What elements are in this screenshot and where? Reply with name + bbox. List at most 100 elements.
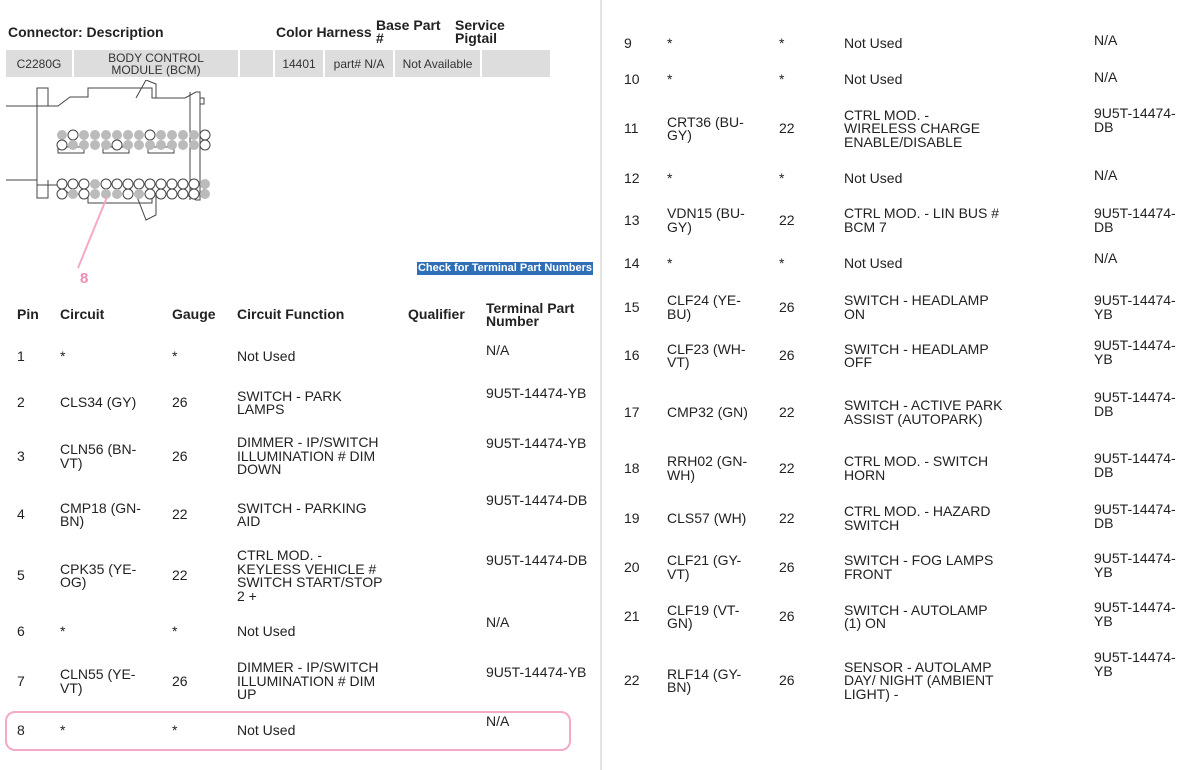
cell-qualifier [408,545,486,607]
table-row: 1 * * Not Used N/A [17,335,597,378]
table-row: 15 CLF24 (YE-BU) 26 SWITCH - HEADLAMP ON 9U5… [624,285,1194,330]
table-row: 4 CMP18 (GN-BN) 22 SWITCH - PARKING AID 9U5T… [17,485,597,545]
cell-qualifier [408,428,486,485]
connector-pin [166,178,178,190]
cell-circuit: * [667,170,673,187]
cell-circuit: * [60,347,66,364]
connector-pin [144,188,156,200]
connector-pin [111,139,123,151]
connector-pin [100,178,112,190]
cell-gauge: * [779,170,785,187]
cell-terminal: 9U5T-14474-DB [1094,105,1176,135]
table-row: 11 CRT36 (BU-GY) 22 CTRL MOD. - WIRELESS CH… [624,98,1194,160]
connector-pin [57,130,67,140]
connector-pin [156,130,166,140]
cell-qualifier [408,607,486,657]
cell-pin: 14 [624,255,640,272]
connector-diagram [6,80,211,269]
cell-gauge: 22 [779,120,795,137]
connector-pin [78,188,90,200]
cell-circuit: * [667,34,673,51]
connector-pin [199,139,211,151]
table-row: 19 CLS57 (WH) 22 CTRL MOD. - HAZARD SWITCH 9… [624,494,1194,543]
cell-terminal: 9U5T-14474-YB [1094,599,1176,629]
connector-pin [56,188,68,200]
cell-terminal: 9U5T-14474-DB [1094,501,1176,531]
cell-function: DIMMER - IP/SWITCH ILLUMINATION # DIM DO… [237,434,379,478]
cell-circuit: CLN55 (YE-VT) [60,666,136,696]
col-circuit: Circuit [60,306,105,323]
table-row: 12 * * Not Used N/A [624,160,1194,198]
cell-gauge: * [172,347,178,364]
cell-pin: 16 [624,347,640,364]
header-base-part: Base Part # [376,17,441,46]
cell-circuit: * [667,71,673,88]
cell-terminal: 9U5T-14474-DB [1094,389,1176,419]
connector-pin [200,189,210,199]
table-row: 22 RLF14 (GY-BN) 26 SENSOR - AUTOLAMP DAY/ … [624,642,1194,720]
connector-pin [167,130,177,140]
connector-color [240,50,273,77]
cell-gauge: * [172,722,178,739]
cell-terminal: N/A [486,614,510,630]
cell-circuit: * [60,722,66,739]
cell-circuit: RRH02 (GN-WH) [667,453,748,483]
table-row: 3 CLN56 (BN-VT) 26 DIMMER - IP/SWITCH ILLUM… [17,428,597,485]
col-function: Circuit Function [237,306,345,323]
connector-pin [79,140,89,150]
cell-function: CTRL MOD. - HAZARD SWITCH [844,503,991,533]
cell-gauge: * [779,255,785,272]
cell-function: SWITCH - HEADLAMP OFF [844,340,989,370]
check-terminal-part-numbers-button[interactable]: Check for Terminal Part Numbers [417,262,593,275]
connector-pin [56,178,68,190]
cell-pin: 17 [624,403,640,420]
cell-function: SWITCH - PARKING AID [237,499,367,529]
connector-pin [79,130,89,140]
header-connector: Connector: Description [8,24,164,40]
cell-pin: 4 [17,506,25,523]
cell-pin: 6 [17,623,25,640]
cell-circuit: CLF19 (VT-GN) [667,601,740,631]
cell-circuit: CLS34 (GY) [60,394,137,411]
cell-function: CTRL MOD. - SWITCH HORN [844,453,989,483]
table-row: 14 * * Not Used N/A [624,243,1194,285]
cell-terminal: 9U5T-14474-YB [1094,292,1176,322]
cell-circuit: CPK35 (YE-OG) [60,560,137,590]
cell-circuit: RLF14 (GY-BN) [667,665,742,695]
cell-function: SENSOR - AUTOLAMP DAY/ NIGHT (AMBIENT LI… [844,658,994,702]
connector-pin [90,179,100,189]
cell-circuit: * [667,255,673,272]
connector-id: C2280G [6,50,72,77]
cell-gauge: * [779,34,785,51]
cell-qualifier [408,378,486,428]
cell-circuit: CLN56 (BN-VT) [60,441,137,471]
cell-terminal: N/A [486,342,510,358]
connector-pin [68,140,78,150]
table-row: 21 CLF19 (VT-GN) 26 SWITCH - AUTOLAMP (1) O… [624,592,1194,642]
connector-pin [178,140,188,150]
cell-function: Not Used [844,34,903,51]
connector-pin [177,178,189,190]
connector-pin [111,178,123,190]
cell-circuit: CRT36 (BU-GY) [667,113,744,143]
connector-pin [156,140,166,150]
pin-8-highlight [5,711,571,751]
cell-pin: 22 [624,672,640,689]
cell-terminal: 9U5T-14474-DB [1094,450,1176,480]
connector-pin [177,188,189,200]
cell-pin: 1 [17,347,25,364]
table-row: 13 VDN15 (BU-GY) 22 CTRL MOD. - LIN BUS # B… [624,198,1194,243]
cell-terminal: 9U5T-14474-YB [1094,550,1176,580]
col-gauge: Gauge [172,306,216,323]
cell-circuit: CMP18 (GN-BN) [60,499,141,529]
cell-terminal: 9U5T-14474-YB [486,435,587,451]
header-service-pigtail: Service Pigtail [455,17,505,46]
connector-pin [155,178,167,190]
col-terminal: Terminal Part Number [486,299,575,329]
cell-terminal: 9U5T-14474-DB [486,492,588,508]
cell-pin: 13 [624,211,640,228]
connector-pin [189,130,199,140]
cell-terminal: 9U5T-14474-YB [486,385,587,401]
cell-terminal: 9U5T-14474-YB [1094,337,1176,367]
connector-pin [188,188,200,200]
